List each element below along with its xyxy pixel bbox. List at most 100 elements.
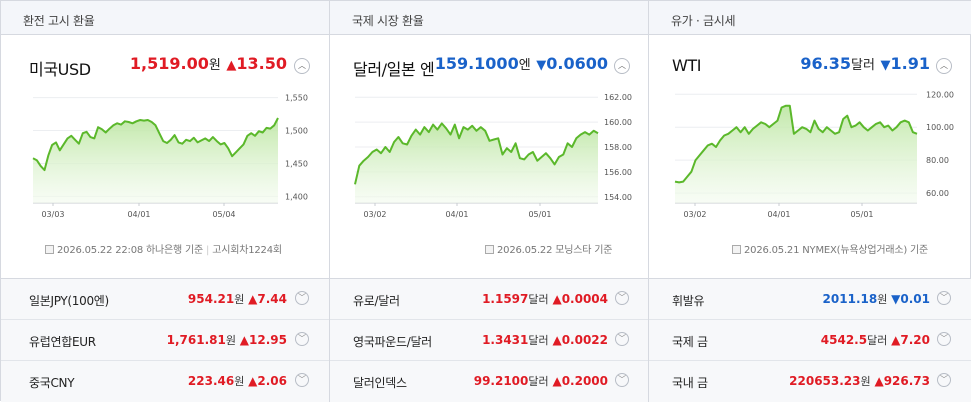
- item-value: 99.2100달러 ▲0.2000: [473, 374, 608, 388]
- quote-price: 159.1000: [434, 54, 519, 73]
- y-tick-label: 100.00: [926, 123, 954, 132]
- quote-change: 13.50: [236, 54, 287, 73]
- chevron-up-icon[interactable]: ︿: [294, 58, 310, 74]
- item-value: 223.46원 ▲2.06: [187, 374, 287, 388]
- x-tick-label: 05/01: [528, 210, 551, 219]
- x-tick-label: 05/04: [212, 210, 235, 219]
- y-tick-label: 160.00: [604, 118, 632, 127]
- chevron-down-icon[interactable]: ﹀: [295, 332, 309, 346]
- y-tick-label: 60.00: [926, 189, 949, 198]
- x-tick-label: 05/01: [850, 210, 873, 219]
- y-tick-label: 156.00: [604, 168, 632, 177]
- list-item[interactable]: 휘발유 2011.18원 ▼0.01 ﹀: [649, 278, 971, 319]
- y-tick-label: 162.00: [604, 93, 632, 102]
- y-tick-label: 154.00: [604, 193, 632, 202]
- quote-value: 1,519.00원 ▲13.50: [130, 54, 287, 73]
- source-info: 2026.05.22 모닝스타 기준: [485, 241, 612, 256]
- document-icon: [732, 245, 741, 254]
- chevron-down-icon[interactable]: ﹀: [615, 291, 629, 305]
- source-date: 2026.05.22 22:08: [57, 245, 144, 256]
- section-oil-gold: 유가 · 금시세 WTI 96.35달러 ▼1.91 ︿ 120.00 100.0…: [648, 1, 971, 402]
- item-value: 1,761.81원 ▲12.95: [166, 333, 287, 347]
- series-line: [354, 122, 599, 185]
- tab-oil-gold[interactable]: 유가 · 금시세: [649, 1, 971, 35]
- list-item[interactable]: 국내 금 220653.23원 ▲926.73 ﹀: [649, 360, 971, 401]
- item-name: 영국파운드/달러: [353, 335, 432, 349]
- chevron-down-icon[interactable]: ﹀: [937, 332, 951, 346]
- quote-name: 달러/일본 엔: [353, 60, 435, 79]
- change-triangle-icon: ▼: [880, 58, 891, 73]
- document-icon: [485, 245, 494, 254]
- rows-background: [1, 278, 971, 402]
- quote-unit: 달러: [851, 58, 875, 73]
- item-name: 달러인덱스: [353, 376, 407, 390]
- x-tick-label: 03/03: [41, 210, 64, 219]
- item-value: 220653.23원 ▲926.73: [789, 374, 930, 388]
- sub-quote-list: 휘발유 2011.18원 ▼0.01 ﹀ 국제 금 4542.5달러 ▲7.20…: [649, 278, 971, 401]
- chevron-down-icon[interactable]: ﹀: [615, 373, 629, 387]
- quote-price: 96.35: [800, 54, 852, 73]
- main-quote-panel: 미국USD 1,519.00원 ▲13.50 ︿ 1,550 1,500 1,450…: [1, 35, 329, 275]
- item-name: 국내 금: [672, 376, 708, 390]
- sub-quote-list: 유로/달러 1.1597달러 ▲0.0004 ﹀ 영국파운드/달러 1.3431…: [330, 278, 648, 401]
- item-value: 4542.5달러 ▲7.20: [820, 333, 930, 347]
- item-value: 1.3431달러 ▲0.0022: [482, 333, 608, 347]
- quote-unit: 원: [208, 58, 221, 73]
- item-value: 1.1597달러 ▲0.0004: [482, 292, 608, 306]
- list-item[interactable]: 영국파운드/달러 1.3431달러 ▲0.0022 ﹀: [330, 319, 648, 360]
- source-extra: 고시회차1224회: [212, 245, 282, 256]
- chevron-down-icon[interactable]: ﹀: [295, 291, 309, 305]
- chevron-up-icon[interactable]: ︿: [936, 58, 952, 74]
- tab-exchange-notice[interactable]: 환전 고시 환율: [1, 1, 329, 35]
- item-name: 유로/달러: [353, 294, 400, 308]
- tab-international-market[interactable]: 국제 시장 환율: [330, 1, 648, 35]
- chevron-down-icon[interactable]: ﹀: [615, 332, 629, 346]
- y-tick-label: 1,450: [285, 159, 308, 168]
- sub-quote-list: 일본JPY(100엔) 954.21원 ▲7.44 ﹀ 유럽연합EUR 1,76…: [1, 278, 329, 401]
- quote-change: 1.91: [890, 54, 930, 73]
- price-chart: 162.00 160.00 158.00 156.00 154.00 03/02 04/01…: [354, 93, 632, 219]
- section-international-market: 국제 시장 환율 달러/일본 엔 159.1000엔 ▼0.0600 ︿ 162…: [329, 1, 648, 402]
- y-tick-label: 1,550: [285, 94, 308, 103]
- section-exchange-notice: 환전 고시 환율 미국USD 1,519.00원 ▲13.50 ︿ 1,550 1…: [1, 1, 329, 402]
- change-triangle-icon: ▲: [226, 58, 237, 73]
- list-item[interactable]: 유로/달러 1.1597달러 ▲0.0004 ﹀: [330, 278, 648, 319]
- chevron-down-icon[interactable]: ﹀: [295, 373, 309, 387]
- source-info: 2026.05.22 22:08 하나은행 기준 | 고시회차1224회: [45, 241, 282, 256]
- item-name: 국제 금: [672, 335, 708, 349]
- main-quote-panel: WTI 96.35달러 ▼1.91 ︿ 120.00 100.00 80.00 60.…: [649, 35, 971, 275]
- quote-value: 96.35달러 ▼1.91: [800, 54, 930, 73]
- item-name: 일본JPY(100엔): [29, 294, 109, 308]
- x-tick-label: 04/01: [767, 210, 790, 219]
- item-value: 954.21원 ▲7.44: [187, 292, 287, 306]
- source-name: 하나은행 기준: [146, 245, 204, 256]
- list-item[interactable]: 국제 금 4542.5달러 ▲7.20 ﹀: [649, 319, 971, 360]
- list-item[interactable]: 일본JPY(100엔) 954.21원 ▲7.44 ﹀: [1, 278, 329, 319]
- x-tick-label: 04/01: [127, 210, 150, 219]
- list-item[interactable]: 달러인덱스 99.2100달러 ▲0.2000 ﹀: [330, 360, 648, 401]
- item-name: 유럽연합EUR: [29, 335, 96, 349]
- source-name: NYMEX(뉴욕상업거래소) 기준: [802, 245, 929, 256]
- separator: |: [206, 245, 210, 256]
- quote-price: 1,519.00: [129, 54, 209, 73]
- area-fill: [675, 105, 917, 203]
- chevron-down-icon[interactable]: ﹀: [937, 291, 951, 305]
- source-info: 2026.05.21 NYMEX(뉴욕상업거래소) 기준: [732, 241, 928, 256]
- item-value: 2011.18원 ▼0.01: [822, 292, 930, 306]
- quote-value: 159.1000엔 ▼0.0600: [435, 54, 608, 73]
- price-chart: 120.00 100.00 80.00 60.00 03/02 04/01 05/01: [674, 90, 954, 219]
- source-date: 2026.05.21: [744, 245, 800, 256]
- y-tick-label: 1,500: [285, 127, 308, 136]
- list-item[interactable]: 유럽연합EUR 1,761.81원 ▲12.95 ﹀: [1, 319, 329, 360]
- x-tick-label: 03/02: [363, 210, 386, 219]
- quote-name: 미국USD: [29, 60, 91, 79]
- document-icon: [45, 245, 54, 254]
- list-item[interactable]: 중국CNY 223.46원 ▲2.06 ﹀: [1, 360, 329, 401]
- quote-name: WTI: [672, 56, 702, 75]
- series-line: [32, 117, 279, 172]
- item-name: 중국CNY: [29, 376, 75, 390]
- series-line: [674, 104, 918, 184]
- chevron-up-icon[interactable]: ︿: [614, 58, 630, 74]
- y-tick-label: 120.00: [926, 90, 954, 99]
- chevron-down-icon[interactable]: ﹀: [937, 373, 951, 387]
